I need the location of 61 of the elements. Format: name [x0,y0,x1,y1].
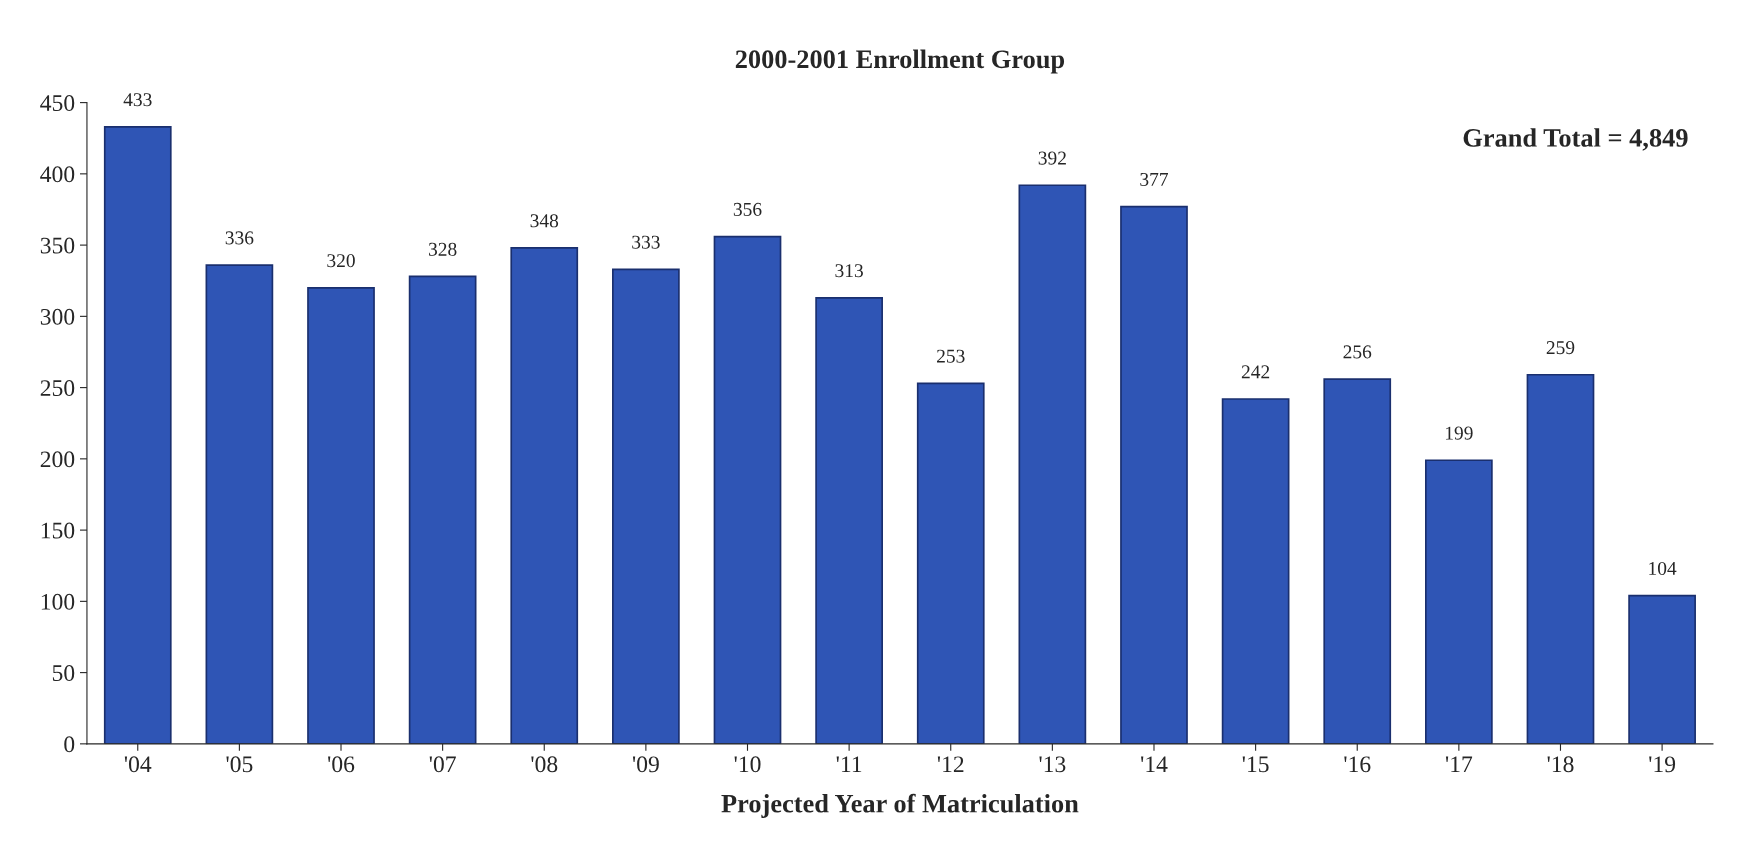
bar [103,125,172,744]
x-tick-label: '13 [1039,756,1066,773]
data-label: 377 [1140,172,1169,187]
bar [1628,594,1696,744]
data-label: 259 [1546,341,1575,355]
y-tick-label: 150 [41,522,75,539]
bar [307,287,375,744]
y-tick-label: 100 [41,593,75,610]
bar [1424,459,1493,744]
bar [815,296,883,744]
y-tick-label: 450 [40,95,75,112]
y-tick-label: 200 [40,451,75,468]
data-label: 392 [1038,151,1066,165]
bar [205,264,274,744]
y-tick-label: 50 [52,665,75,682]
data-label: 199 [1445,426,1473,440]
data-label: 256 [1343,345,1372,359]
y-tick-label: 300 [40,308,75,325]
x-tick-label: '15 [1242,756,1269,773]
data-label: 336 [225,231,254,245]
data-label: 356 [733,202,762,216]
data-label: 242 [1241,365,1270,379]
x-axis-title: Projected Year of Matriculation [721,793,1079,818]
x-tick-label: '05 [226,756,253,773]
annotation: Grand Total = 4,849 [1463,128,1688,151]
bar [612,268,680,744]
x-tick-label: '07 [429,756,456,773]
data-label: 328 [428,242,457,256]
bar [1120,205,1188,744]
bar [1323,378,1392,744]
bar [510,247,579,744]
x-tick-label: '18 [1547,756,1574,773]
data-label: 348 [530,214,559,228]
bar [408,275,477,744]
x-tick-label: '09 [632,756,659,773]
bar [916,382,985,744]
data-label: 433 [123,93,152,107]
y-tick-label: 400 [40,166,75,183]
y-tick-label: 0 [64,736,75,753]
x-tick-label: '10 [734,756,761,773]
x-tick-label: '08 [531,756,558,773]
bar [1526,373,1595,744]
x-tick-label: '16 [1344,756,1371,773]
data-label: 333 [632,235,660,249]
bar [713,235,782,744]
x-tick-label: '06 [328,756,355,773]
y-tick-label: 250 [40,380,75,397]
data-label: 104 [1649,561,1677,576]
data-label: 313 [835,264,863,278]
x-tick-label: '11 [836,756,862,773]
data-label: 253 [937,349,965,363]
bar [1221,398,1290,744]
x-tick-label: '12 [937,756,964,773]
x-tick-label: '14 [1141,756,1168,773]
x-tick-label: '04 [124,756,152,773]
x-tick-label: '17 [1445,756,1473,773]
y-tick-label: 350 [40,237,75,254]
x-tick-label: '19 [1649,756,1676,773]
bar [1018,184,1087,744]
data-label: 320 [327,254,355,268]
chart-title: 2000-2001 Enrollment Group [735,49,1065,74]
